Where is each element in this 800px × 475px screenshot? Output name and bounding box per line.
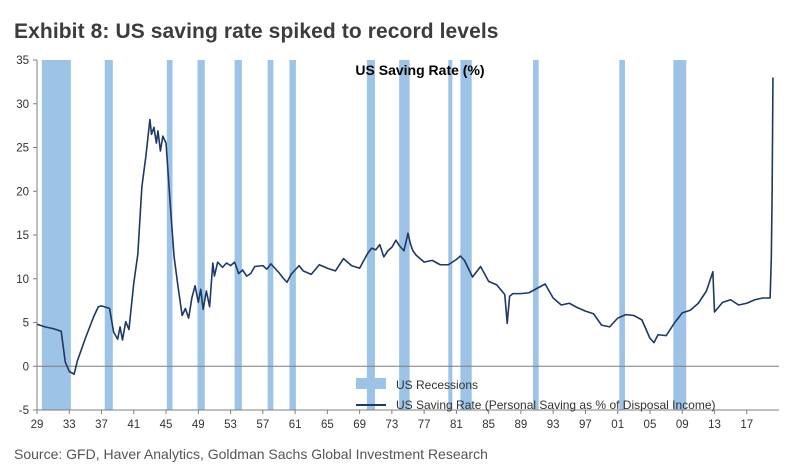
x-tick-label: 45 — [160, 419, 173, 431]
recession-band-11 — [533, 60, 539, 410]
x-tick-label: 69 — [353, 419, 366, 431]
x-tick-label: 93 — [547, 419, 560, 431]
x-tick-label: 05 — [644, 419, 657, 431]
y-tick-label: 25 — [16, 143, 29, 155]
x-tick-label: 73 — [385, 419, 398, 431]
chart-title: US Saving Rate (%) — [355, 62, 484, 78]
recession-bands — [41, 60, 687, 410]
recession-band-3 — [197, 60, 205, 410]
x-tick-label: 37 — [95, 419, 108, 431]
recession-band-9 — [448, 60, 453, 410]
recession-band-4 — [234, 60, 242, 410]
x-tick-label: 09 — [676, 419, 689, 431]
y-tick-label: -5 — [19, 405, 29, 417]
recession-band-7 — [366, 60, 375, 410]
series-line-0 — [36, 77, 774, 375]
x-tick-label: 49 — [192, 419, 205, 431]
legend-series-label: US Saving Rate (Personal Saving as % of … — [396, 398, 715, 412]
y-tick-label: 5 — [23, 318, 29, 330]
y-tick-label: 20 — [16, 186, 29, 198]
chart-legend: US Recessions US Saving Rate (Personal S… — [356, 378, 715, 412]
x-tick-label: 77 — [418, 419, 431, 431]
y-tick-label: 0 — [23, 361, 29, 373]
x-tick-label: 61 — [289, 419, 302, 431]
y-tick-label: 30 — [16, 99, 29, 111]
recession-band-12 — [619, 60, 625, 410]
x-tick-label: 33 — [63, 419, 76, 431]
legend-recession-label: US Recessions — [396, 378, 478, 392]
recession-band-10 — [460, 60, 472, 410]
y-tick-label: 35 — [16, 55, 29, 67]
x-tick-label: 29 — [31, 419, 44, 431]
recession-band-0 — [41, 60, 71, 410]
x-tick-label: 01 — [611, 419, 624, 431]
x-tick-label: 17 — [740, 419, 753, 431]
x-tick-label: 65 — [321, 419, 334, 431]
source-note: Source: GFD, Haver Analytics, Goldman Sa… — [14, 446, 488, 462]
x-tick-label: 41 — [127, 419, 140, 431]
exhibit-title: Exhibit 8: US saving rate spiked to reco… — [14, 20, 499, 43]
x-tick-label: 85 — [482, 419, 495, 431]
recession-band-2 — [166, 60, 173, 410]
legend-recession-swatch — [356, 378, 386, 389]
recession-band-5 — [267, 60, 274, 410]
y-tick-label: 10 — [16, 274, 29, 286]
recession-band-8 — [399, 60, 410, 410]
series-layer — [36, 77, 774, 375]
x-tick-label: 89 — [515, 419, 528, 431]
x-tick-label: 57 — [256, 419, 269, 431]
recession-band-1 — [104, 60, 113, 410]
x-tick-label: 13 — [708, 419, 721, 431]
x-tick-label: 97 — [579, 419, 592, 431]
x-tick-label: 81 — [450, 419, 463, 431]
y-tick-label: 15 — [16, 230, 29, 242]
x-tick-label: 53 — [224, 419, 237, 431]
recession-band-6 — [289, 60, 296, 410]
recession-band-13 — [673, 60, 687, 410]
